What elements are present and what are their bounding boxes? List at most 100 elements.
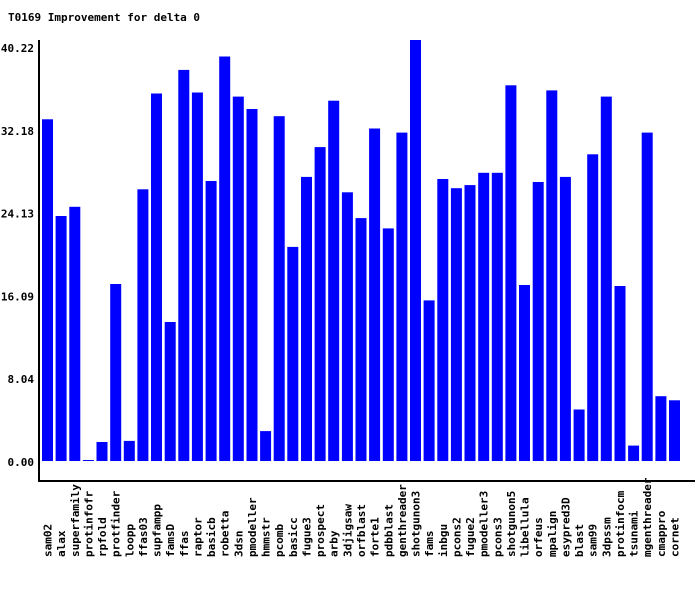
x-tick-label: esypred3D (559, 497, 572, 557)
chart-title: T0169 Improvement for delta 0 (8, 11, 200, 24)
x-tick-label: pcomb (273, 524, 286, 557)
x-tick-label: basicb (205, 517, 218, 557)
bar-protinfocm (614, 286, 626, 461)
x-tick-label: pdbblast (382, 504, 395, 557)
bar-cmappro (655, 396, 667, 461)
bar-protinfofr (82, 460, 94, 461)
x-tick-label: protfinder (110, 490, 123, 557)
x-tick-label: inbgu (437, 524, 450, 557)
bar-mgenthreader (641, 132, 653, 461)
x-tick-label: superfamily (69, 484, 82, 557)
y-tick-label: 40.22 (1, 42, 34, 55)
bar-pdbblast (382, 228, 394, 461)
x-tick-label: loopp (123, 524, 136, 557)
y-tick-label: 8.04 (8, 373, 35, 386)
bar-3djigsaw (341, 192, 353, 462)
x-tick-label: pmodeller3 (478, 491, 491, 557)
bar-rpfold (96, 442, 108, 461)
bar-3dsn (232, 96, 244, 461)
x-tick-label: mpalign (546, 511, 559, 557)
x-tick-label: sam02 (42, 524, 55, 557)
x-tick-label: shotgunon3 (410, 491, 423, 557)
x-tick-label: hmmstr (260, 517, 273, 557)
x-tick-label: fams (423, 531, 436, 558)
x-tick-label: forte1 (369, 517, 382, 557)
x-tick-label: cornet (669, 517, 682, 557)
bar-cornet (669, 400, 680, 461)
bar-robetta (219, 56, 231, 461)
x-tick-label: fugue3 (301, 517, 314, 557)
x-tick-label: rpfold (96, 517, 109, 557)
bar-tsunami (628, 445, 640, 461)
x-tick-label: genthreader (396, 484, 409, 557)
bar-arby (328, 100, 340, 461)
x-tick-label: sam99 (587, 524, 600, 557)
bar-basicb (205, 181, 217, 461)
x-tick-label: ffas03 (137, 517, 150, 557)
x-tick-label: tsunami (628, 510, 641, 557)
bar-supfampp (151, 93, 162, 461)
bar-prospect (314, 147, 326, 461)
bar-alax (55, 216, 67, 461)
y-tick-label: 24.13 (1, 208, 34, 221)
y-tick-label: 0.00 (8, 456, 35, 469)
x-tick-label: protinfocm (614, 490, 627, 557)
bar-superfamily (69, 206, 81, 461)
x-tick-label: 3dpssm (600, 517, 613, 557)
x-tick-label: 3dsn (232, 531, 245, 558)
x-tick-label: orfblast (355, 504, 368, 557)
bar-pmodeller3 (478, 172, 490, 462)
x-tick-label: raptor (191, 517, 204, 557)
bar-genthreader (396, 132, 408, 461)
bar-esypred3D (559, 176, 571, 461)
x-tick-label: ffas (178, 531, 191, 558)
bar-orfeus (532, 182, 544, 461)
bar-protfinder (110, 284, 122, 461)
bar-inbgu (437, 179, 449, 461)
bar-fugue3 (301, 176, 312, 461)
bar-loopp (123, 440, 135, 461)
bar-shotgunon5 (505, 85, 517, 462)
x-tick-label: libellula (519, 497, 532, 557)
bar-fugue2 (464, 185, 476, 461)
x-tick-label: blast (573, 524, 586, 557)
x-tick-label: alax (55, 530, 68, 557)
y-tick-label: 16.09 (1, 290, 34, 303)
bar-sam02 (42, 119, 53, 462)
x-tick-label: pcons2 (450, 517, 463, 557)
bar-pcons2 (450, 188, 462, 461)
x-tick-label: arby (328, 530, 341, 557)
bar-ffas (178, 69, 190, 462)
bar-shotgunon3 (410, 40, 421, 461)
x-tick-label: 3djigsaw (341, 504, 354, 557)
x-tick-label: mgenthreader (641, 477, 654, 557)
bar-raptor (191, 92, 203, 461)
x-tick-label: shotgunon5 (505, 491, 518, 557)
x-tick-label: protinfofr (82, 490, 95, 557)
bar-orfblast (355, 218, 367, 461)
bar-famsD (164, 322, 176, 461)
x-tick-label: fugue2 (464, 517, 477, 557)
x-tick-label: prospect (314, 504, 327, 557)
x-tick-label: famsD (164, 524, 177, 557)
x-tick-label: cmappro (655, 510, 668, 557)
bar-basicc (287, 246, 299, 461)
bar-ffas03 (137, 189, 149, 462)
x-tick-label: supfampp (151, 504, 164, 557)
bar-blast (573, 409, 585, 461)
x-tick-label: pcons3 (491, 517, 504, 557)
x-tick-label: basicc (287, 517, 300, 557)
x-tick-label: orfeus (532, 517, 545, 557)
bar-sam99 (587, 154, 599, 462)
bar-forte1 (369, 128, 381, 461)
y-tick-label: 32.18 (1, 125, 34, 138)
bar-mpalign (546, 90, 558, 462)
bar-pmodeller (246, 109, 258, 461)
x-tick-label: pmodeller (246, 497, 259, 557)
bar-pcomb (273, 116, 285, 461)
bar-hmmstr (260, 431, 272, 461)
bar-libellula (519, 285, 530, 461)
bar-3dpssm (600, 96, 612, 461)
bar-fams (423, 300, 435, 461)
